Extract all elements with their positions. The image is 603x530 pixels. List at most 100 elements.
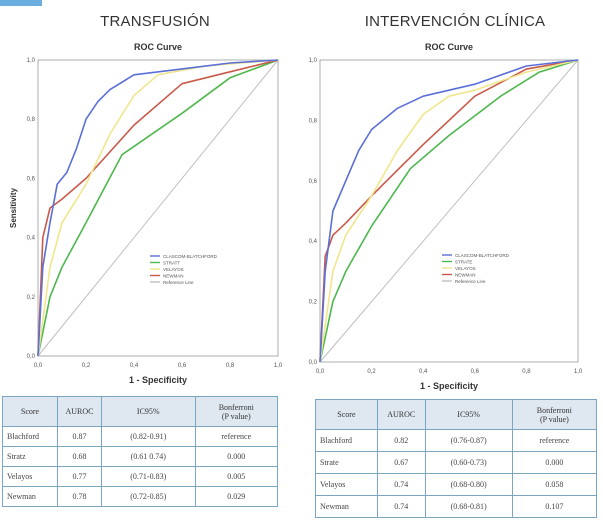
cell-score: Newman [2,486,58,507]
x-axis-label: 1 - Specificity [420,381,478,391]
roc-chart-transfusion: ROC Curve 0,0 0,2 0,4 0,6 0,8 1,0 0,0 0,2 0,4 0,6 0… [9,42,283,385]
series-line-0 [37,59,279,357]
cell-score: Velayos [315,473,378,496]
x-tick-label: 0,2 [367,369,376,375]
x-tick-label: 0,8 [226,363,235,369]
series-line-4 [37,59,279,357]
x-tick-label: 0,6 [178,363,187,369]
col-header-auroc: AUROC [57,396,102,427]
table-row: Blachford 0.82 (0.76-0.87) reference [315,429,598,452]
cell-ic95: (0.72-0.85) [101,486,196,507]
table-row: Velayos 0.74 (0.68-0.80) 0.058 [315,473,598,496]
cell-bonferroni: 0.058 [511,473,598,496]
cell-auroc: 0.82 [376,429,426,452]
col-header-bonferroni: Bonferroni (P value) [511,399,598,430]
col-header-score: Score [315,399,378,430]
cell-score: Stratz [2,446,58,467]
y-tick-label: 1,0 [309,58,318,64]
cell-score: Strate [315,451,378,474]
x-tick-label: 0,4 [130,363,139,369]
y-tick-label: 0,4 [309,239,318,245]
auroc-table-intervencion: Score AUROC IC95% Bonferroni (P value) B… [315,399,598,518]
x-tick-label: 0,8 [522,369,531,375]
cell-auroc: 0.68 [57,446,102,467]
cell-ic95: (0.68-0.81) [424,495,513,518]
x-tick-label: 0,0 [316,369,325,375]
cell-auroc: 0.67 [376,451,426,474]
legend-label: NEWMAN [455,273,476,278]
series-line-1 [37,59,279,357]
cell-bonferroni: 0.107 [511,495,598,518]
col-header-ic95: IC95% [424,399,513,430]
cell-ic95: (0.82-0.91) [101,426,196,447]
y-tick-label: 0,0 [309,360,318,366]
table-row: Newman 0.74 (0.68-0.81) 0.107 [315,495,598,518]
series-line-4 [319,59,579,363]
legend-label: Reference Line [163,280,194,285]
series-line-0 [319,59,579,363]
y-axis-label: Sensitivity [9,187,18,228]
col-header-auroc: AUROC [376,399,426,430]
auroc-table-transfusion: Score AUROC IC95% Bonferroni (P value) B… [2,396,278,507]
legend-label: NEWMAN [163,274,184,279]
series-line-2 [37,59,279,357]
legend-label: VELAYOS [455,266,476,271]
legend-label: STRATE [455,260,472,265]
section-title-transfusion: TRANSFUSIÓN [100,13,210,30]
table-row: Stratz 0.68 (0.61 0.74) 0.000 [2,446,278,467]
y-tick-label: 0,8 [27,117,36,123]
legend-label: Reference Line [455,279,486,284]
table-row: Velayos 0.77 (0.71-0.83) 0.005 [2,466,278,487]
chart-title: ROC Curve [425,42,473,52]
table-header-row: Score AUROC IC95% Bonferroni (P value) [2,396,278,427]
cell-bonferroni: reference [511,429,598,452]
x-tick-label: 1,0 [274,363,283,369]
col-header-ic95: IC95% [101,396,196,427]
roc-chart-intervencion: ROC Curve 0,0 0,2 0,4 0,6 0,8 1,0 0,0 0,2 0,4 0,6 0… [309,42,583,391]
cell-bonferroni: 0.000 [194,446,278,467]
section-title-intervencion: INTERVENCIÓN CLÍNICA [364,13,546,30]
cell-bonferroni: 0.005 [194,466,278,487]
x-axis-label: 1 - Specificity [129,375,187,385]
y-tick-label: 1,0 [27,58,36,64]
x-tick-label: 0,2 [82,363,91,369]
cell-auroc: 0.78 [57,486,102,507]
y-tick-label: 0,6 [27,176,36,182]
cell-ic95: (0.76-0.87) [424,429,513,452]
cell-auroc: 0.87 [57,426,102,447]
chart-title: ROC Curve [134,42,182,52]
corner-decoration [0,0,42,6]
series-line-3 [37,59,279,357]
y-tick-label: 0,2 [309,300,318,306]
series-line-2 [319,59,579,363]
cell-score: Blachford [315,429,378,452]
cell-bonferroni: 0.029 [194,486,278,507]
legend-label: CLASCOM-BLATCHFORD [455,253,510,258]
y-tick-label: 0,4 [27,236,36,242]
table-header-row: Score AUROC IC95% Bonferroni (P value) [315,399,598,430]
legend-label: STRATT [163,261,180,266]
cell-auroc: 0.77 [57,466,102,487]
legend-label: VELAYOS [163,267,184,272]
y-tick-label: 0,0 [27,354,36,360]
table-row: Blachford 0.87 (0.82-0.91) reference [2,426,278,447]
series-line-1 [319,59,579,363]
cell-score: Blachford [2,426,58,447]
y-tick-label: 0,2 [27,295,36,301]
cell-bonferroni: reference [194,426,278,447]
cell-bonferroni: 0.000 [511,451,598,474]
x-tick-label: 1,0 [574,369,583,375]
x-tick-label: 0,4 [419,369,428,375]
x-tick-label: 0,0 [34,363,43,369]
y-tick-label: 0,6 [309,179,318,185]
cell-ic95: (0.61 0.74) [101,446,196,467]
cell-auroc: 0.74 [376,495,426,518]
table-row: Newman 0.78 (0.72-0.85) 0.029 [2,486,278,507]
cell-score: Newman [315,495,378,518]
y-tick-label: 0,8 [309,118,318,124]
cell-ic95: (0.68-0.80) [424,473,513,496]
table-row: Strate 0.67 (0.60-0.73) 0.000 [315,451,598,474]
col-header-bonferroni: Bonferroni (P value) [194,396,278,427]
cell-score: Velayos [2,466,58,487]
x-tick-label: 0,6 [471,369,480,375]
